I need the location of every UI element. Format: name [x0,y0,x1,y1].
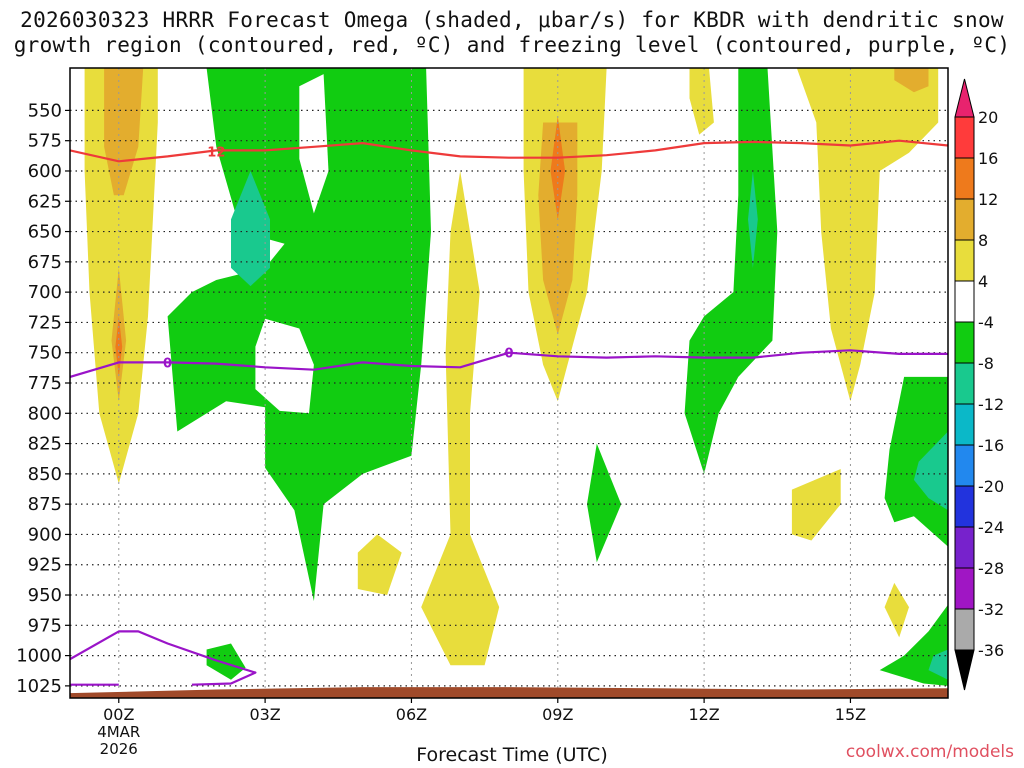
freezing-contour-low [70,630,257,686]
date-label-year: 2026 [100,740,138,758]
omega-region-22 [913,431,948,511]
y-tick-label-575: 575 [28,131,62,152]
omega-region-7 [231,171,270,287]
omega-region-12 [550,116,566,220]
omega-region-5 [299,74,329,214]
x-tick-label-00Z: 00Z [103,705,134,724]
y-tick-label-875: 875 [28,494,62,515]
y-tick-label-650: 650 [28,222,62,243]
colorbar-band-9 [954,485,975,528]
omega-region-11 [538,122,578,335]
omega-region-1 [104,68,144,196]
chart-title-line1: 2026030323 HRRR Forecast Omega (shaded, … [20,8,1004,32]
colorbar-label--24: -24 [978,518,1004,537]
omega-region-16 [689,68,714,135]
colorbar-label--16: -16 [978,436,1004,455]
colorbar-band-5 [954,321,975,364]
freezing-label-1: 0 [163,356,172,371]
colorbar-band-2 [954,198,975,241]
y-tick-label-950: 950 [28,585,62,606]
x-tick-label-03Z: 03Z [249,705,280,724]
colorbar-label--12: -12 [978,395,1004,414]
freezing-label-2: 0 [504,347,513,362]
y-tick-label-550: 550 [28,100,62,121]
colorbar-label-12: 12 [978,190,998,209]
colorbar-band-8 [954,444,975,487]
x-tick-label-06Z: 06Z [396,705,427,724]
omega-region-18 [894,68,929,93]
omega-region-15 [748,171,758,268]
chart-title-line2: growth region (contoured, red, ºC) and f… [13,33,1011,57]
omega-region-19 [791,469,841,541]
colorbar-label--8: -8 [978,354,994,373]
x-tick-label-09Z: 09Z [542,705,573,724]
y-tick-label-1000: 1000 [16,646,62,667]
y-tick-label-700: 700 [28,282,62,303]
colorbar-label--20: -20 [978,477,1004,496]
omega-region-24 [928,649,948,680]
y-tick-label-675: 675 [28,252,62,273]
y-tick-label-725: 725 [28,312,62,333]
y-tick-label-625: 625 [28,191,62,212]
colorbar-top-triangle [954,78,975,118]
y-tick-label-775: 775 [28,373,62,394]
omega-region-13 [587,443,622,563]
x-axis-label: Forecast Time (UTC) [416,744,608,766]
y-tick-label-1025: 1025 [16,676,62,697]
colorbar-label--36: -36 [978,641,1004,660]
dgz-contour-line [70,139,948,163]
colorbar-band-0 [954,116,975,159]
colorbar-band-11 [954,567,975,610]
colorbar-band-10 [954,526,975,569]
colorbar-label-4: 4 [978,272,988,291]
y-tick-label-825: 825 [28,434,62,455]
colorbar-label--32: -32 [978,600,1004,619]
ground-fill [70,687,948,698]
omega-region-0 [84,68,158,484]
colorbar-band-1 [954,157,975,200]
y-tick-label-925: 925 [28,555,62,576]
freezing-contour-line [70,349,948,378]
dgz-contour-label: 12 [207,145,225,160]
omega-region-6 [255,318,314,414]
y-tick-label-900: 900 [28,524,62,545]
date-label-day: 4MAR [97,723,140,741]
x-tick-label-15Z: 15Z [835,705,866,724]
colorbar-label-8: 8 [978,231,988,250]
credit-link[interactable]: coolwx.com/models [845,742,1014,762]
colorbar-label-16: 16 [978,149,998,168]
colorbar-bottom-triangle [954,649,975,691]
colorbar-label--28: -28 [978,559,1004,578]
colorbar-band-6 [954,362,975,405]
omega-region-14 [684,68,778,474]
colorbar-band-7 [954,403,975,446]
colorbar-band-12 [954,608,975,651]
omega-region-25 [206,643,246,680]
colorbar-label-20: 20 [978,108,998,127]
colorbar-band-3 [954,239,975,282]
omega-region-9 [357,534,402,595]
y-tick-label-975: 975 [28,615,62,636]
colorbar-band-4 [954,280,975,323]
omega-region-17 [796,68,939,402]
x-tick-label-12Z: 12Z [688,705,719,724]
y-tick-label-850: 850 [28,464,62,485]
colorbar-label--4: -4 [978,313,994,332]
y-tick-label-600: 600 [28,161,62,182]
omega-region-8 [421,171,500,666]
omega-region-20 [884,582,909,638]
omega-shading-group [84,68,948,686]
y-tick-label-750: 750 [28,343,62,364]
y-tick-label-800: 800 [28,403,62,424]
omega-region-21 [884,376,948,547]
